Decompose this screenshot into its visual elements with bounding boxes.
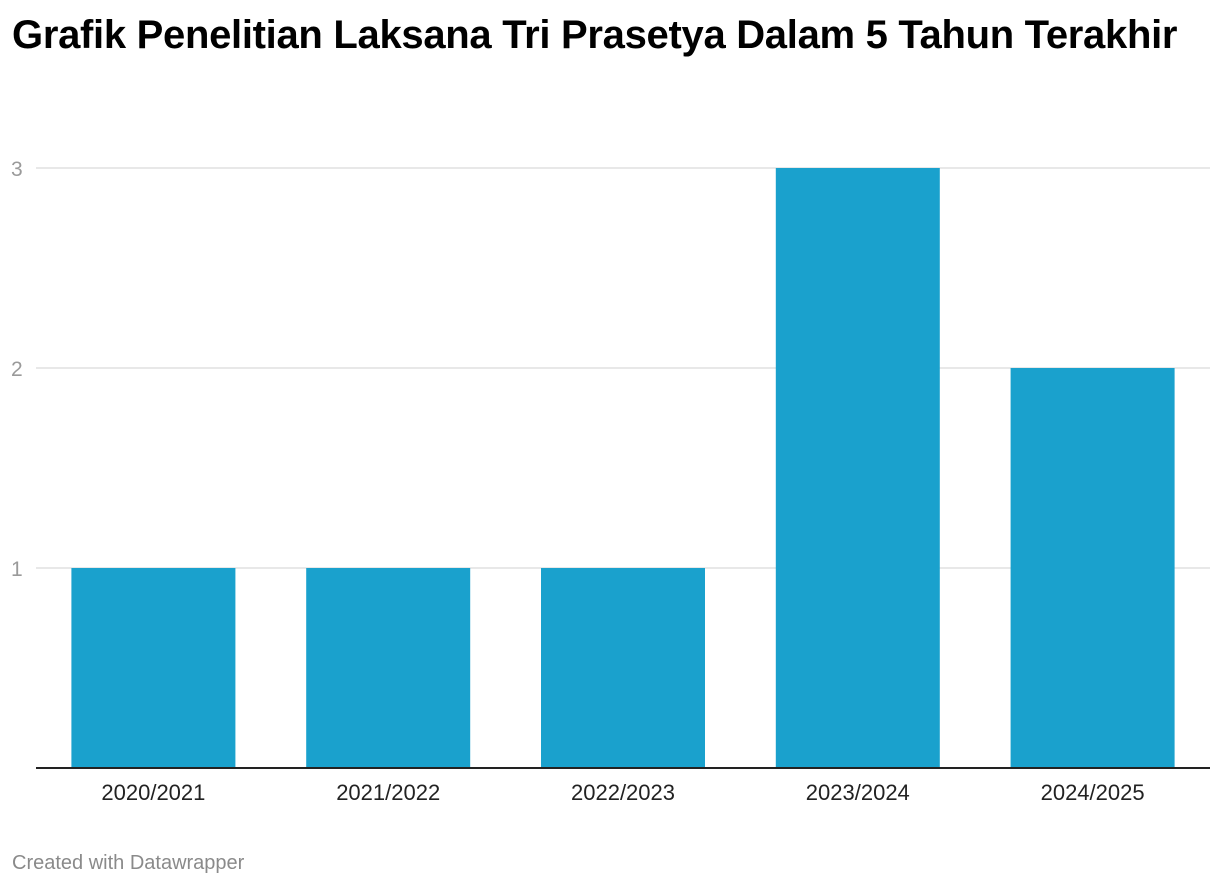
y-tick-label: 3 [11,158,23,181]
x-axis-ticks: 2020/2021 2021/2022 2022/2023 2023/2024 2024… [101,780,1144,805]
footer-credit: Created with Datawrapper [12,852,245,874]
bar [1010,368,1175,768]
x-tick-label: 2021/2022 [336,780,440,805]
x-tick-label: 2022/2023 [571,780,675,805]
x-tick-label: 2024/2025 [1041,780,1145,805]
bar [71,568,236,768]
chart-title: Grafik Penelitian Laksana Tri Prasetya D… [12,13,1178,57]
y-axis-ticks: 1 2 3 [11,158,23,581]
bars [71,168,1175,768]
y-tick-label: 1 [11,558,23,581]
bar [541,568,705,768]
y-tick-label: 2 [11,358,23,381]
x-tick-label: 2020/2021 [101,780,205,805]
bar [775,168,940,768]
bar [306,568,471,768]
x-tick-label: 2023/2024 [806,780,910,805]
